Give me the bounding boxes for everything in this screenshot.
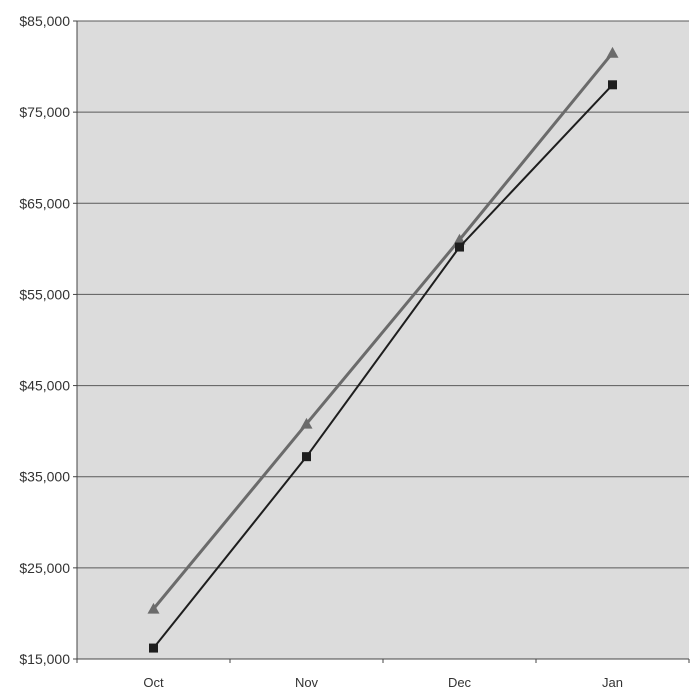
data-point-square [608, 80, 617, 90]
y-tick-label: $45,000 [19, 378, 70, 394]
x-tick-label: Dec [448, 675, 472, 690]
series-line-1 [152, 51, 614, 610]
x-tick-label: Jan [602, 675, 623, 690]
data-point-triangle [147, 602, 160, 614]
data-point-square [302, 452, 311, 462]
y-tick-label: $65,000 [19, 195, 70, 211]
x-tick-label: Nov [295, 675, 319, 690]
x-axis-ticks: Oct Nov Dec Jan [143, 675, 623, 690]
x-tick-label: Oct [143, 675, 164, 690]
axes [73, 20, 690, 663]
data-point-triangle [300, 417, 313, 429]
series [147, 46, 619, 653]
y-tick-label: $25,000 [19, 560, 70, 576]
data-point-triangle [606, 46, 619, 58]
data-point-square [455, 242, 464, 252]
plot-area [77, 21, 689, 659]
gridlines [77, 20, 689, 569]
data-point-triangle [453, 233, 466, 245]
y-tick-label: $75,000 [19, 104, 70, 120]
y-tick-label: $15,000 [19, 651, 70, 667]
y-tick-label: $55,000 [19, 286, 70, 302]
y-axis-ticks: $15,000 $25,000 $35,000 $45,000 $55,000 $65,0… [19, 13, 70, 667]
data-point-square [149, 643, 158, 653]
series-line-2 [152, 84, 614, 649]
y-tick-label: $85,000 [19, 13, 70, 29]
y-tick-label: $35,000 [19, 469, 70, 485]
